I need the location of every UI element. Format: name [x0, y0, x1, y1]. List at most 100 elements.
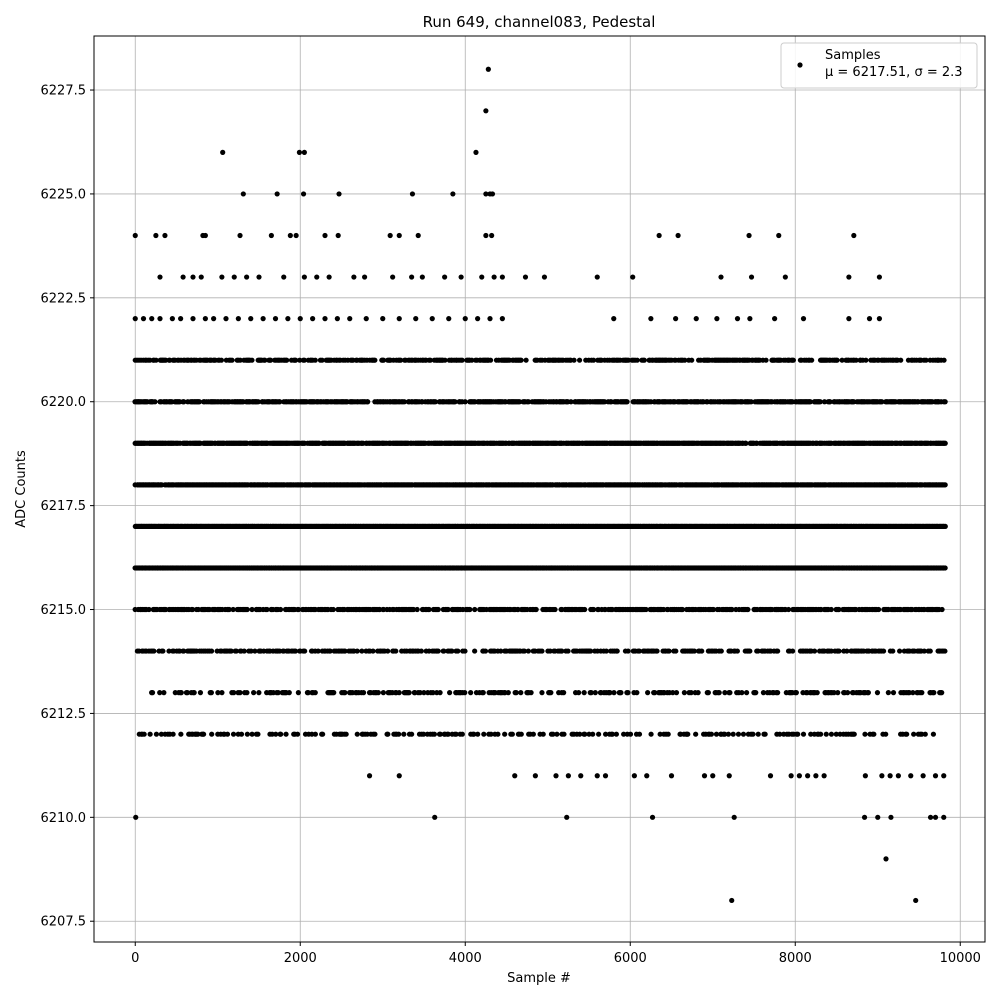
data-point [359, 648, 365, 654]
data-point [277, 399, 283, 405]
data-point [418, 648, 424, 654]
data-point [380, 357, 387, 363]
data-point [897, 648, 903, 654]
data-point [252, 648, 258, 654]
data-point [196, 399, 202, 405]
data-point [301, 357, 308, 363]
data-point [634, 357, 640, 363]
data-point [811, 648, 818, 654]
data-point [942, 648, 948, 654]
data-point [927, 648, 933, 654]
data-point [249, 357, 255, 363]
data-point [625, 648, 631, 654]
data-point [745, 606, 751, 613]
data-point [539, 648, 545, 654]
data-point [942, 482, 948, 488]
data-point [942, 523, 948, 530]
data-point [879, 399, 885, 405]
data-point [166, 648, 172, 654]
data-point [729, 606, 735, 613]
data-point [472, 606, 478, 613]
data-point [836, 648, 842, 654]
data-point [682, 357, 688, 363]
data-point [942, 440, 948, 446]
data-point [248, 648, 254, 654]
data-point [853, 357, 859, 363]
data-point [898, 357, 904, 363]
data-point [293, 357, 299, 363]
data-point [401, 399, 407, 405]
data-point [441, 648, 447, 654]
data-point [807, 399, 813, 405]
data-point [790, 648, 796, 654]
data-point [442, 357, 448, 363]
data-point [547, 648, 553, 654]
data-point [467, 606, 473, 613]
data-point [785, 606, 792, 613]
data-point [151, 648, 157, 654]
data-point [576, 357, 583, 363]
data-point [747, 648, 753, 654]
data-point [552, 606, 558, 613]
data-point [315, 648, 321, 654]
data-point [565, 648, 571, 654]
data-point [255, 399, 261, 405]
data-point [523, 357, 529, 363]
data-point [462, 648, 468, 654]
data-point [863, 357, 869, 363]
data-point [264, 606, 270, 613]
data-point [178, 690, 184, 696]
data-point [365, 399, 371, 405]
data-point [410, 606, 417, 613]
data-point [691, 648, 697, 654]
data-point [942, 565, 948, 571]
data-points [132, 66, 948, 904]
data-point [755, 648, 761, 654]
data-point [184, 690, 191, 696]
data-point [679, 606, 686, 613]
data-point [533, 606, 539, 613]
data-point [821, 399, 828, 405]
data-point [327, 648, 333, 654]
data-point [673, 648, 679, 654]
data-point [559, 648, 565, 654]
data-point [939, 606, 945, 613]
data-point [268, 357, 274, 363]
data-point [487, 357, 494, 363]
data-point [452, 399, 458, 405]
data-point [654, 648, 660, 654]
data-point [284, 357, 290, 363]
data-point [568, 399, 574, 405]
data-point [249, 606, 255, 613]
data-point [809, 357, 815, 363]
data-point [435, 648, 441, 654]
data-point [152, 399, 158, 405]
data-point [237, 357, 243, 363]
data-point [157, 690, 163, 696]
data-point [312, 357, 318, 363]
data-point [498, 648, 504, 654]
data-point [435, 606, 441, 613]
data-point [244, 606, 250, 613]
data-point [844, 648, 850, 654]
data-point [149, 690, 156, 696]
data-point [319, 357, 325, 363]
data-point [636, 648, 642, 654]
data-point [459, 357, 465, 363]
data-point [398, 357, 404, 363]
data-point [482, 648, 489, 654]
data-point [302, 648, 308, 654]
data-point [181, 399, 187, 405]
data-point [624, 399, 630, 405]
data-point [295, 606, 302, 613]
data-point [445, 606, 451, 613]
data-point [462, 399, 468, 405]
data-point [582, 606, 588, 613]
data-point [718, 648, 724, 654]
data-point [923, 357, 929, 363]
data-point [525, 399, 532, 405]
data-point [571, 357, 577, 363]
data-point [228, 648, 234, 654]
